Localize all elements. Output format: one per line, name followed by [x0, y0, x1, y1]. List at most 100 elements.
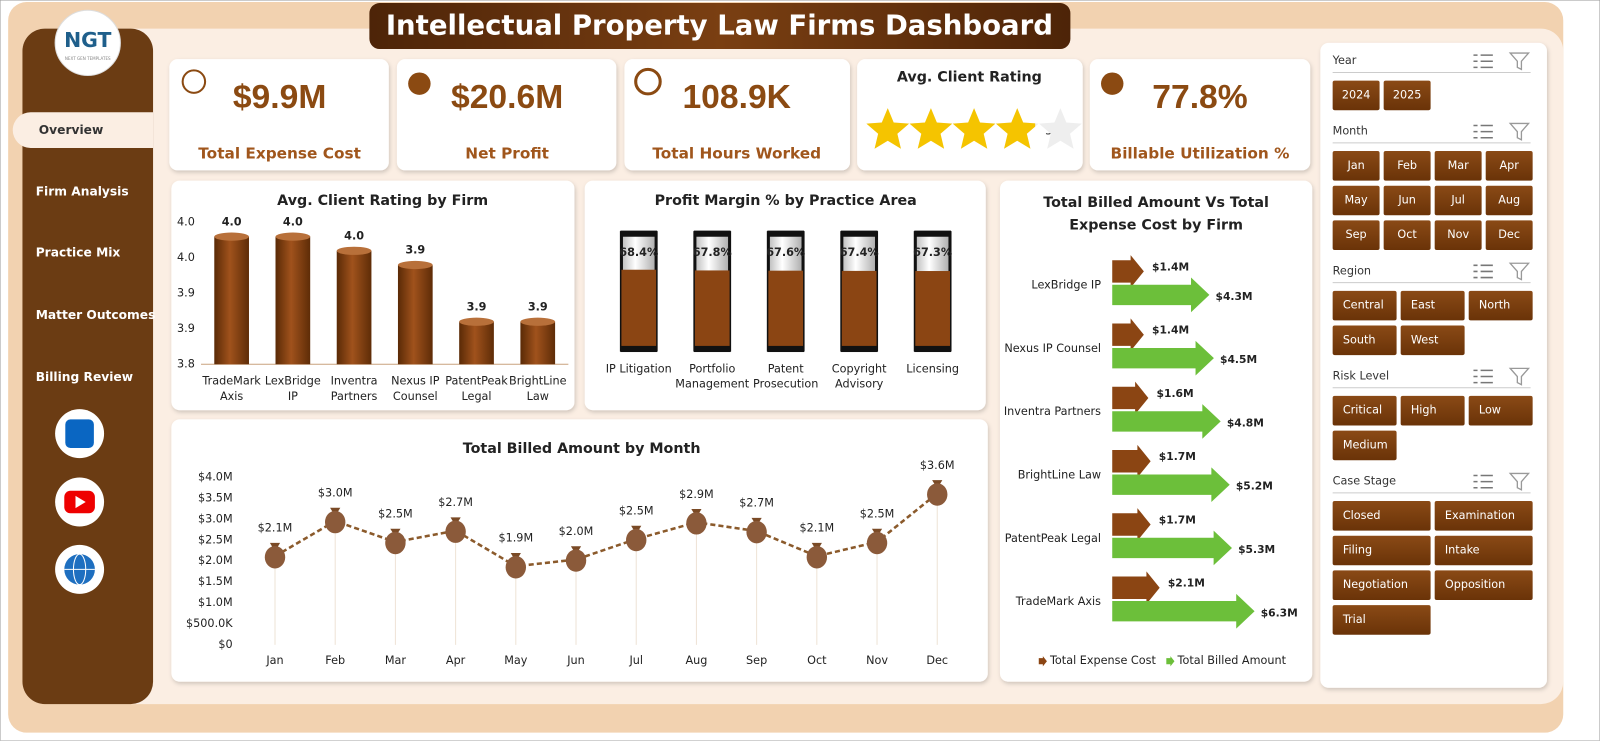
slicer-button[interactable] — [1332, 501, 1431, 531]
slicer-item[interactable]: Apr — [1499, 159, 1519, 172]
slicer-button[interactable] — [1434, 151, 1482, 181]
chart-title: Avg. Client Rating by Firm — [277, 193, 488, 209]
y-tick-label: BrightLine Law — [1018, 469, 1101, 482]
slicer-button[interactable] — [1332, 325, 1397, 356]
slicer-item[interactable]: Jun — [1397, 194, 1416, 207]
arrow-bar — [1112, 508, 1151, 541]
slicer-item[interactable]: 2025 — [1393, 88, 1422, 101]
slicer-item[interactable]: South — [1343, 333, 1376, 346]
fill-level — [915, 271, 950, 350]
clear-filter-icon[interactable] — [1508, 472, 1531, 491]
slicer-button[interactable] — [1332, 185, 1380, 216]
nav-item[interactable]: Practice Mix — [36, 246, 121, 260]
x-tick-label: Inventra Partners — [331, 375, 378, 403]
slicer-item[interactable]: West — [1411, 333, 1439, 346]
slicer-item[interactable]: Aug — [1498, 194, 1520, 207]
slicer-item[interactable]: Filing — [1343, 544, 1372, 557]
linkedin-icon — [65, 419, 94, 448]
clear-filter-icon[interactable] — [1508, 367, 1531, 386]
slicer-item[interactable]: Jan — [1346, 159, 1364, 172]
slicer-button[interactable] — [1332, 605, 1431, 635]
slicer-button[interactable] — [1434, 535, 1533, 566]
slicer-item[interactable]: May — [1345, 194, 1369, 207]
clear-filter-icon[interactable] — [1508, 52, 1531, 71]
x-tick-label: Patent Prosecution — [753, 362, 818, 390]
arrow-bar — [1112, 340, 1214, 376]
slicer-button[interactable] — [1383, 80, 1431, 111]
slicer-item[interactable]: Mar — [1448, 159, 1470, 172]
slicer-item[interactable]: Feb — [1397, 159, 1417, 172]
slicer-button[interactable] — [1332, 570, 1431, 600]
slicer-item[interactable]: Opposition — [1445, 578, 1505, 591]
slicer-button[interactable] — [1383, 185, 1431, 216]
kpi-icon — [1101, 72, 1124, 95]
slicer-item[interactable]: Medium — [1343, 438, 1388, 451]
multi-select-icon[interactable] — [1473, 264, 1493, 279]
slicer-item[interactable]: 2024 — [1342, 88, 1371, 101]
slicer-button[interactable] — [1400, 395, 1465, 426]
clear-filter-icon[interactable] — [1508, 262, 1531, 281]
slicer-item[interactable]: Intake — [1445, 544, 1480, 557]
slicer-button[interactable] — [1468, 290, 1533, 321]
tube-cap — [620, 345, 658, 353]
slicer-button[interactable] — [1332, 395, 1397, 426]
slicer-button[interactable] — [1400, 290, 1465, 321]
slicer-button[interactable] — [1485, 151, 1533, 181]
nav-item[interactable]: Overview — [39, 123, 103, 137]
multi-select-icon[interactable] — [1473, 369, 1493, 384]
slicer-button[interactable] — [1434, 185, 1482, 216]
y-tick-label: Nexus IP Counsel — [1004, 342, 1101, 355]
bar — [336, 250, 372, 365]
slicer-button[interactable] — [1332, 430, 1397, 461]
x-tick-label: Nov — [866, 654, 888, 667]
slicer-item[interactable]: East — [1411, 299, 1436, 312]
slicer-item[interactable]: Closed — [1343, 509, 1381, 522]
slicer-button[interactable] — [1485, 185, 1533, 216]
slicer-button[interactable] — [1383, 151, 1431, 181]
nav-item[interactable]: Billing Review — [36, 370, 133, 384]
slicer-item[interactable]: Examination — [1445, 509, 1515, 522]
slicer-item[interactable]: Negotiation — [1343, 578, 1408, 591]
line — [274, 492, 939, 568]
slicer-button[interactable] — [1332, 535, 1431, 566]
slicer-item[interactable]: Central — [1343, 299, 1384, 312]
slicer-item[interactable]: Trial — [1342, 613, 1366, 626]
bar-cap — [397, 260, 433, 270]
multi-select-icon[interactable] — [1473, 474, 1493, 489]
slicer-button[interactable] — [1332, 80, 1380, 111]
x-tick-label: Mar — [385, 654, 407, 667]
slicer-item[interactable]: Dec — [1498, 228, 1520, 241]
multi-select-icon[interactable] — [1473, 124, 1493, 139]
slicer-item[interactable]: North — [1479, 299, 1510, 312]
slicer-item[interactable]: Low — [1479, 404, 1501, 417]
slicer-button[interactable] — [1400, 325, 1465, 356]
slicer-button[interactable] — [1332, 151, 1380, 181]
kpi-icon — [181, 69, 207, 94]
slicer-button[interactable] — [1485, 220, 1533, 250]
data-label: $2.1M — [799, 522, 834, 535]
nav-item[interactable]: Firm Analysis — [36, 184, 129, 198]
arrow-bar — [1112, 593, 1255, 629]
multi-select-icon[interactable] — [1473, 54, 1493, 69]
slicer-item[interactable]: Jul — [1450, 194, 1465, 207]
y-tick-label: 3.8 — [177, 357, 195, 370]
slicer-button[interactable] — [1468, 395, 1533, 426]
nav-item[interactable]: Matter Outcomes — [36, 308, 156, 322]
slicer-button[interactable] — [1434, 570, 1533, 600]
slicer-item[interactable]: Critical — [1343, 404, 1382, 417]
bar-cap — [520, 317, 556, 326]
slicer-item[interactable]: Sep — [1346, 228, 1367, 241]
slicer-button[interactable] — [1332, 290, 1397, 321]
slicer-button[interactable] — [1383, 220, 1431, 250]
slicer-button[interactable] — [1434, 501, 1533, 531]
slicer-button[interactable] — [1434, 220, 1482, 250]
star-filled — [909, 108, 953, 149]
bar-cap — [214, 232, 249, 241]
slicer-button[interactable] — [1332, 220, 1380, 250]
slicer-item[interactable]: Oct — [1397, 228, 1417, 241]
slicer-item[interactable]: Nov — [1447, 228, 1469, 241]
fill-level — [768, 270, 804, 350]
clear-filter-icon[interactable] — [1508, 122, 1531, 141]
slicer-item[interactable]: High — [1411, 404, 1437, 417]
